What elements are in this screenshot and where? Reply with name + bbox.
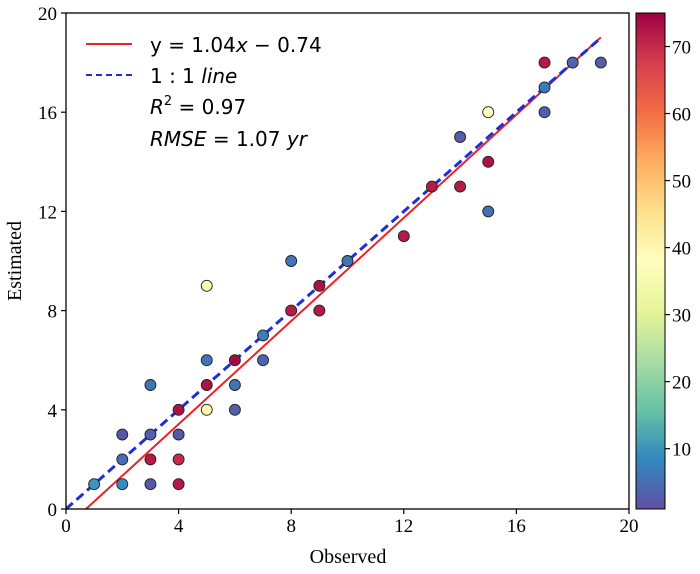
colorbar — [635, 12, 666, 510]
data-point — [482, 205, 495, 218]
data-point — [594, 56, 607, 69]
x-tick-label: 8 — [286, 516, 296, 537]
colorbar-tick-label: 70 — [672, 38, 691, 59]
data-point — [257, 354, 269, 367]
data-point — [257, 329, 269, 342]
data-point — [313, 304, 326, 317]
identity-line — [66, 36, 602, 509]
legend-rmse-label: RMSE = 1.07 yr — [150, 127, 309, 151]
data-point — [144, 478, 157, 491]
legend-r2-label: R2 = 0.97 — [150, 94, 246, 119]
x-axis-title: Observed — [310, 546, 387, 568]
data-point — [200, 379, 213, 391]
data-point — [116, 428, 129, 441]
data-point — [285, 255, 298, 267]
legend: y = 1.04x − 0.74 1 : 1 line R2 = 0.97 RM… — [86, 33, 322, 151]
data-point — [172, 453, 185, 466]
y-tick-label: 4 — [48, 401, 58, 422]
data-point — [144, 453, 157, 466]
data-point — [538, 106, 551, 119]
data-point — [172, 428, 185, 441]
data-point — [228, 403, 241, 416]
legend-fit-label: y = 1.04x − 0.74 — [150, 33, 322, 57]
data-point — [538, 56, 551, 69]
colorbar-ticks: 10 20 30 40 50 60 70 — [665, 38, 691, 461]
y-tick-label: 16 — [38, 103, 57, 124]
data-point — [313, 279, 326, 292]
y-tick-label: 8 — [48, 302, 58, 323]
data-point — [172, 478, 185, 491]
legend-identity-label: 1 : 1 line — [150, 64, 237, 88]
data-point — [116, 453, 129, 466]
data-point — [200, 403, 213, 416]
colorbar-tick-label: 30 — [672, 306, 691, 327]
data-point — [116, 478, 129, 491]
x-tick-label: 12 — [394, 516, 413, 537]
data-point — [566, 56, 579, 69]
data-point — [228, 379, 241, 391]
data-point — [144, 428, 157, 441]
data-point — [482, 106, 495, 119]
colorbar-tick-label: 20 — [672, 373, 691, 394]
y-tick-label: 12 — [38, 202, 57, 223]
data-point — [454, 131, 467, 143]
data-point — [228, 354, 241, 367]
plot-frame — [65, 12, 630, 510]
data-point — [200, 279, 213, 292]
data-point — [88, 478, 101, 491]
data-point — [172, 403, 185, 416]
data-point — [538, 81, 551, 94]
data-point — [454, 180, 467, 193]
y-axis: 0 4 8 12 16 20 — [38, 4, 66, 521]
x-tick-label: 4 — [174, 516, 184, 537]
x-axis: 0 4 8 12 16 20 — [61, 509, 639, 537]
data-point — [482, 155, 495, 168]
y-tick-label: 0 — [48, 500, 58, 521]
data-point — [426, 180, 438, 193]
regression-line — [85, 36, 602, 509]
data-points — [88, 56, 607, 491]
colorbar-tick-label: 10 — [672, 440, 691, 461]
colorbar-tick-label: 60 — [672, 105, 691, 126]
x-tick-label: 0 — [61, 516, 71, 537]
y-tick-label: 20 — [38, 4, 57, 25]
data-point — [285, 304, 298, 317]
data-point — [341, 255, 354, 267]
y-axis-title: Estimated — [4, 221, 26, 301]
colorbar-tick-label: 40 — [672, 239, 691, 260]
data-point — [397, 230, 410, 243]
colorbar-tick-label: 50 — [672, 172, 691, 193]
data-point — [144, 379, 157, 391]
x-tick-label: 16 — [507, 516, 526, 537]
x-tick-label: 20 — [620, 516, 639, 537]
data-point — [200, 354, 213, 367]
